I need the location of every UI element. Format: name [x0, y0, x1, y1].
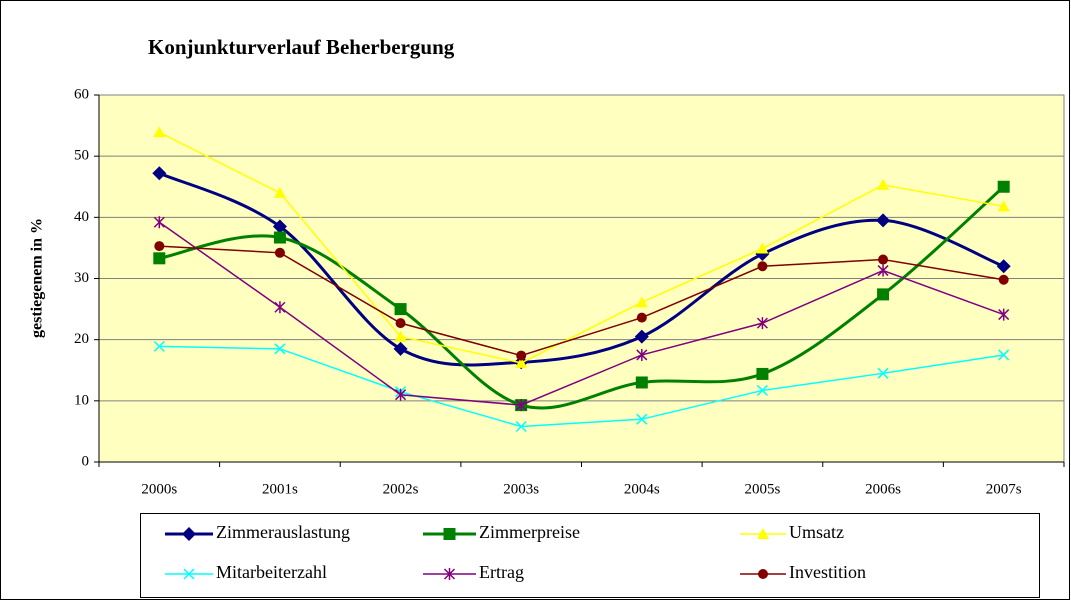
series-line — [158, 131, 1004, 364]
x-tick-label: 2004s — [624, 481, 660, 497]
x-tick-label: 2005s — [745, 481, 781, 497]
marker — [515, 420, 527, 433]
y-tick-label: 30 — [74, 270, 89, 286]
marker — [756, 384, 768, 396]
marker — [998, 349, 1010, 361]
marker — [756, 242, 769, 254]
x-tick-label: 2006s — [865, 481, 901, 497]
marker — [997, 200, 1010, 212]
legend — [140, 513, 1040, 598]
marker — [996, 259, 1011, 274]
marker — [635, 296, 648, 308]
y-tick-label: 20 — [74, 331, 89, 347]
legend-label: Mitarbeiterzahl — [216, 562, 327, 582]
marker — [636, 413, 648, 425]
marker — [273, 186, 286, 198]
series-line — [159, 345, 1004, 428]
marker — [515, 399, 527, 412]
series-line — [159, 245, 1004, 357]
x-tick-label: 2000s — [141, 481, 177, 497]
marker — [274, 247, 285, 258]
marker — [393, 341, 408, 356]
marker — [153, 126, 166, 138]
marker — [757, 261, 768, 272]
marker — [183, 568, 195, 580]
marker — [274, 301, 286, 314]
x-tick-label: 2001s — [262, 481, 298, 497]
y-tick-label: 0 — [82, 453, 90, 469]
marker — [153, 340, 165, 352]
series-line — [159, 185, 1005, 410]
x-tick-label: 2003s — [503, 481, 539, 497]
series-line — [158, 221, 1004, 406]
marker — [877, 178, 890, 190]
marker — [878, 254, 889, 265]
marker — [998, 274, 1009, 285]
marker — [443, 568, 456, 580]
marker — [997, 180, 1010, 193]
y-tick-label: 40 — [74, 209, 89, 225]
marker — [877, 264, 889, 277]
y-tick-label: 10 — [74, 392, 89, 408]
marker — [273, 231, 286, 244]
marker — [758, 569, 768, 579]
marker — [757, 528, 769, 539]
marker — [634, 329, 649, 344]
series-line — [158, 171, 1005, 367]
legend-label: Investition — [789, 562, 866, 582]
legend-label: Zimmerpreise — [479, 522, 580, 542]
marker — [394, 330, 407, 342]
marker — [515, 356, 528, 368]
marker — [272, 219, 287, 234]
x-tick-label: 2007s — [986, 481, 1022, 497]
marker — [756, 317, 768, 330]
marker — [877, 367, 889, 379]
x-tick-label: 2002s — [383, 481, 419, 497]
legend-label: Umsatz — [789, 522, 844, 542]
marker — [394, 303, 407, 316]
marker — [998, 308, 1010, 321]
y-axis-label: gestiegenem in % — [29, 218, 46, 338]
marker — [395, 388, 407, 401]
marker — [516, 350, 527, 361]
y-tick-label: 60 — [74, 86, 89, 102]
marker — [756, 367, 769, 380]
marker — [395, 318, 406, 329]
marker — [443, 528, 456, 540]
marker — [152, 166, 167, 181]
y-tick-label: 50 — [74, 148, 89, 164]
legend-label: Zimmerauslastung — [216, 522, 350, 542]
marker — [182, 527, 196, 541]
marker — [636, 348, 648, 361]
chart-title: Konjunkturverlauf Beherbergung — [148, 35, 455, 59]
marker — [274, 343, 286, 355]
marker — [153, 216, 165, 229]
marker — [636, 312, 647, 323]
marker — [153, 252, 166, 265]
legend-label: Ertrag — [479, 562, 524, 582]
marker — [635, 376, 648, 389]
marker — [877, 288, 890, 301]
marker — [876, 213, 891, 228]
marker — [154, 241, 165, 252]
